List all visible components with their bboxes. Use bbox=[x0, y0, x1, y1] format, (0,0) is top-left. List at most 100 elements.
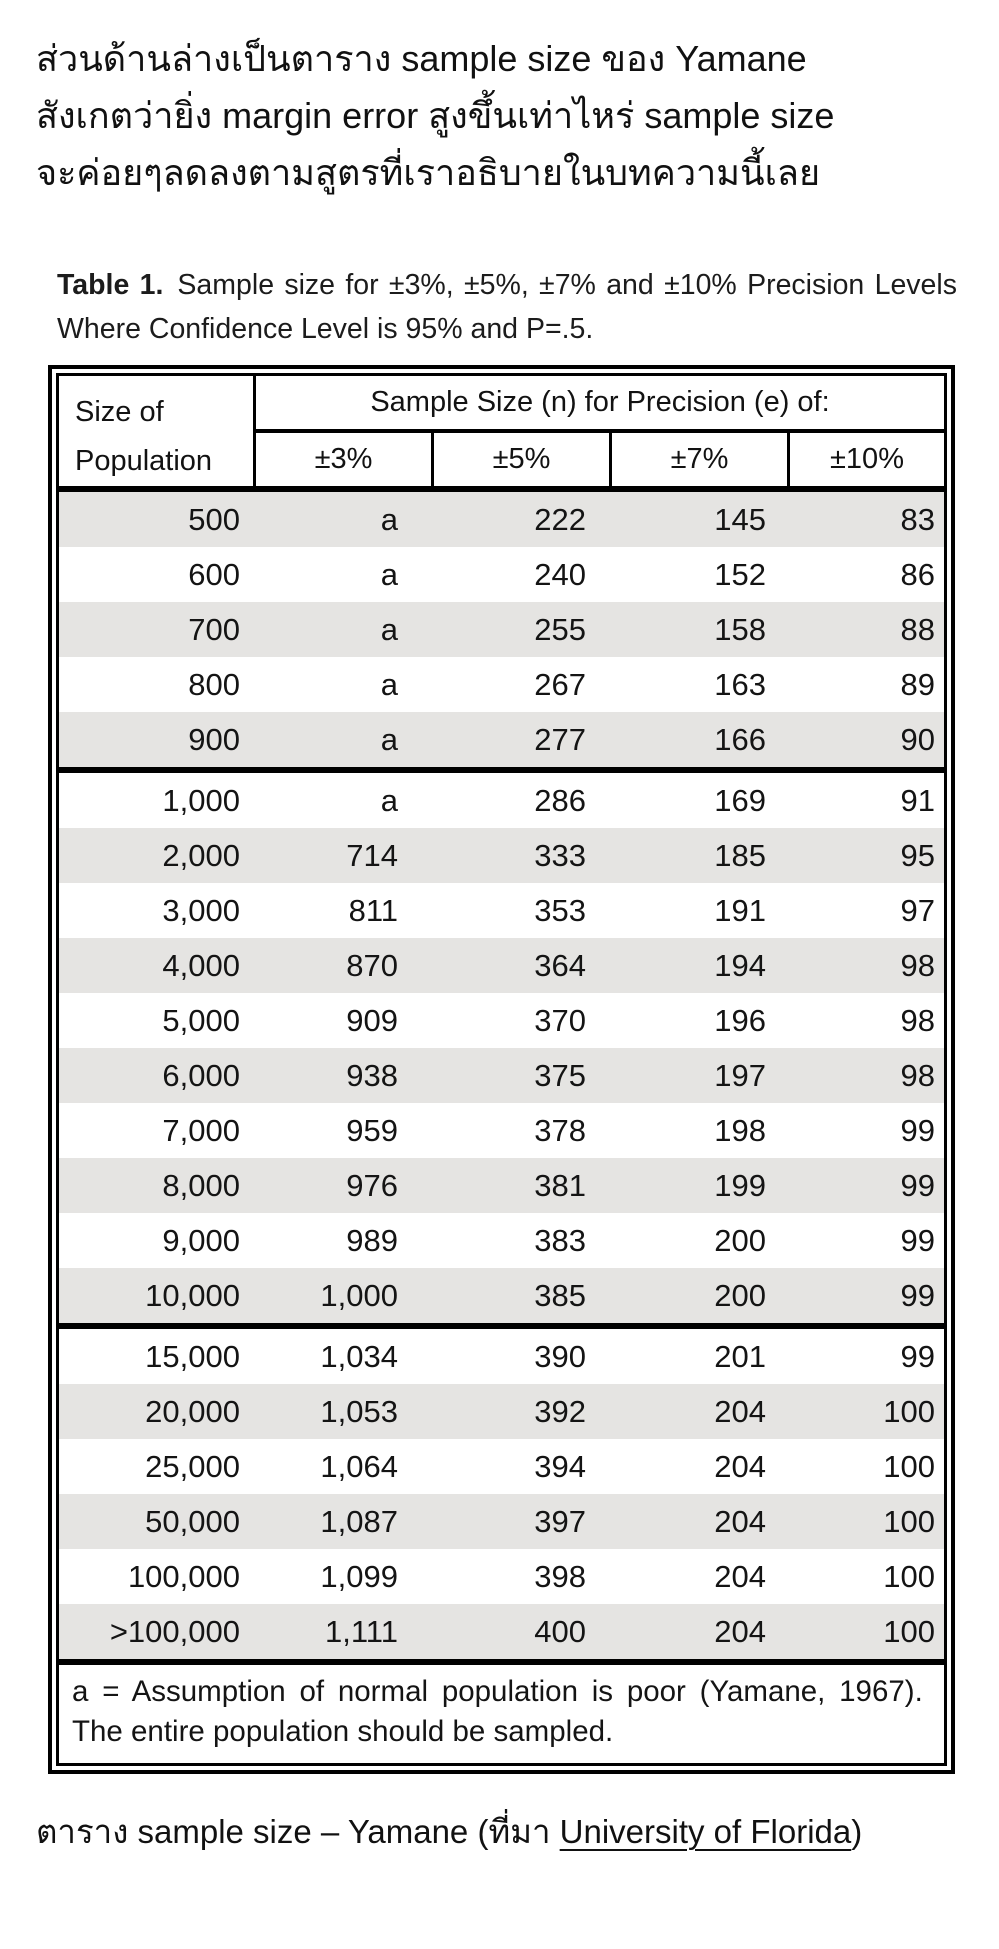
table-cell: 353 bbox=[534, 893, 586, 928]
table-cell: 240 bbox=[534, 557, 586, 592]
table-cell: 222 bbox=[534, 502, 586, 537]
table-cell: 909 bbox=[346, 1003, 398, 1038]
table-cell: 10,000 bbox=[145, 1278, 240, 1313]
table-cell: 158 bbox=[714, 612, 766, 647]
table-cell: a bbox=[380, 557, 398, 592]
header-population-line2: Population bbox=[75, 445, 213, 477]
table-row: 10,000 1,000 385 200 99 bbox=[59, 1268, 944, 1323]
table-row: 3,000 811 353 191 97 bbox=[59, 883, 944, 938]
table-cell: 1,000 bbox=[162, 783, 240, 818]
bottom-caption-suffix: ) bbox=[851, 1813, 863, 1850]
header-precision-7pct: ±7% bbox=[612, 432, 787, 486]
table-cell: 99 bbox=[900, 1168, 935, 1203]
header-precision-5pct: ±5% bbox=[434, 432, 609, 486]
table-cell: 198 bbox=[714, 1113, 766, 1148]
table-cell: 277 bbox=[534, 722, 586, 757]
table-cell: 383 bbox=[534, 1223, 586, 1258]
table-cell: 152 bbox=[714, 557, 766, 592]
table-cell: 8,000 bbox=[162, 1168, 240, 1203]
table-cell: 333 bbox=[534, 838, 586, 873]
table-cell: 200 bbox=[714, 1223, 766, 1258]
table-cell: 194 bbox=[714, 948, 766, 983]
table-cell: 1,053 bbox=[320, 1394, 398, 1429]
table-caption-text: Sample size for ±3%, ±5%, ±7% and ±10% P… bbox=[57, 269, 957, 345]
table-cell: 199 bbox=[714, 1168, 766, 1203]
bottom-caption: ตาราง sample size – Yamane (ที่มา Univer… bbox=[36, 1808, 999, 1856]
table-cell: 204 bbox=[714, 1614, 766, 1649]
table-cell: 196 bbox=[714, 1003, 766, 1038]
source-link[interactable]: University of Florida bbox=[559, 1813, 852, 1850]
table-cell: 1,034 bbox=[320, 1339, 398, 1374]
table-cell: 204 bbox=[714, 1394, 766, 1429]
table-cell: 86 bbox=[900, 557, 935, 592]
table-cell: a bbox=[380, 612, 398, 647]
table-row: 800 a 267 163 89 bbox=[59, 657, 944, 712]
table-cell: 714 bbox=[346, 838, 398, 873]
table-cell: 83 bbox=[900, 502, 935, 537]
table-row: 4,000 870 364 194 98 bbox=[59, 938, 944, 993]
header-sample-size-span: Sample Size (n) for Precision (e) of: bbox=[256, 376, 944, 429]
table-cell: 15,000 bbox=[145, 1339, 240, 1374]
table-cell: 1,111 bbox=[325, 1614, 398, 1649]
table-cell: 98 bbox=[900, 1058, 935, 1093]
table-cell: 6,000 bbox=[162, 1058, 240, 1093]
sample-size-table: Size of Population Sample Size (n) for P… bbox=[48, 365, 955, 1774]
table-cell: 2,000 bbox=[162, 838, 240, 873]
table-cell: 100 bbox=[883, 1504, 935, 1539]
table-cell: 1,099 bbox=[320, 1559, 398, 1594]
table-cell: 89 bbox=[900, 667, 935, 702]
table-cell: 91 bbox=[900, 783, 935, 818]
table-group: 1,000 a 286 169 91 2,000 714 333 185 95 3,000 811 35… bbox=[56, 770, 947, 1326]
table-cell: 200 bbox=[714, 1278, 766, 1313]
table-row: 6,000 938 375 197 98 bbox=[59, 1048, 944, 1103]
table-cell: 163 bbox=[714, 667, 766, 702]
table-row: 600 a 240 152 86 bbox=[59, 547, 944, 602]
table-row: 500 a 222 145 83 bbox=[59, 492, 944, 547]
table-cell: 370 bbox=[534, 1003, 586, 1038]
table-row: 5,000 909 370 196 98 bbox=[59, 993, 944, 1048]
table-cell: 201 bbox=[714, 1339, 766, 1374]
table-cell: 9,000 bbox=[162, 1223, 240, 1258]
table-cell: 100 bbox=[883, 1559, 935, 1594]
header-population-line1: Size of bbox=[75, 396, 164, 428]
table-cell: 197 bbox=[714, 1058, 766, 1093]
table-cell: 600 bbox=[188, 557, 240, 592]
table-header: Size of Population Sample Size (n) for P… bbox=[56, 373, 947, 489]
table-row: 20,000 1,053 392 204 100 bbox=[59, 1384, 944, 1439]
table-cell: 4,000 bbox=[162, 948, 240, 983]
table-group: 500 a 222 145 83 600 a 240 152 86 700 a 255 158 88 800 a… bbox=[56, 489, 947, 770]
table-cell: 286 bbox=[534, 783, 586, 818]
table-cell: 204 bbox=[714, 1504, 766, 1539]
table-cell: >100,000 bbox=[109, 1614, 240, 1649]
table-cell: 255 bbox=[534, 612, 586, 647]
table-cell: 900 bbox=[188, 722, 240, 757]
table-body: 500 a 222 145 83 600 a 240 152 86 700 a 255 158 88 800 a… bbox=[56, 489, 947, 1662]
table-cell: 959 bbox=[346, 1113, 398, 1148]
table-cell: 99 bbox=[900, 1223, 935, 1258]
table-cell: 169 bbox=[714, 783, 766, 818]
intro-line: จะค่อยๆลดลงตามสูตรที่เราอธิบายในบทความนี… bbox=[36, 152, 821, 193]
table-cell: 7,000 bbox=[162, 1113, 240, 1148]
table-cell: 100 bbox=[883, 1449, 935, 1484]
table-cell: 100 bbox=[883, 1394, 935, 1429]
table-cell: 185 bbox=[714, 838, 766, 873]
table-cell: 90 bbox=[900, 722, 935, 757]
table-cell: 375 bbox=[534, 1058, 586, 1093]
table-cell: 25,000 bbox=[145, 1449, 240, 1484]
table-cell: 99 bbox=[900, 1278, 935, 1313]
table-cell: 1,064 bbox=[320, 1449, 398, 1484]
table-cell: 392 bbox=[534, 1394, 586, 1429]
table-cell: 204 bbox=[714, 1559, 766, 1594]
table-cell: a bbox=[380, 722, 398, 757]
bottom-caption-prefix: ตาราง sample size – Yamane (ที่มา bbox=[36, 1813, 560, 1850]
table-cell: 989 bbox=[346, 1223, 398, 1258]
table-cell: 98 bbox=[900, 948, 935, 983]
table-cell: 364 bbox=[534, 948, 586, 983]
table-cell: 1,087 bbox=[320, 1504, 398, 1539]
header-size-of-population: Size of Population bbox=[59, 376, 253, 486]
table-cell: 100,000 bbox=[127, 1559, 240, 1594]
table-cell: 811 bbox=[348, 893, 398, 928]
table-cell: 3,000 bbox=[162, 893, 240, 928]
table-row: >100,000 1,111 400 204 100 bbox=[59, 1604, 944, 1659]
table-cell: a bbox=[380, 502, 398, 537]
